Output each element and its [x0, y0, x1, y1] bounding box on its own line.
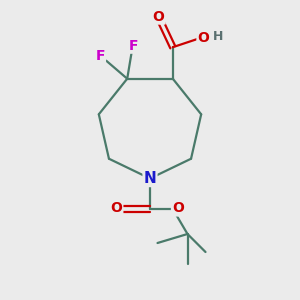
Text: F: F: [128, 39, 138, 53]
Text: H: H: [213, 30, 224, 43]
Text: O: O: [172, 202, 184, 215]
Text: O: O: [197, 31, 209, 45]
Text: F: F: [95, 49, 105, 63]
Text: N: N: [144, 171, 156, 186]
Text: O: O: [153, 10, 165, 24]
Text: O: O: [110, 202, 122, 215]
